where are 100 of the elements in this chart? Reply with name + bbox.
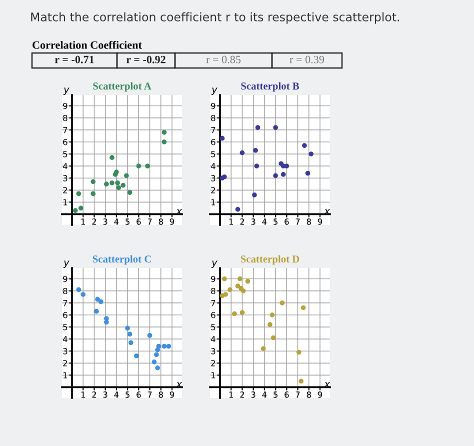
text: Correlation Coefficient	[32, 40, 142, 49]
y-tick-label: 8	[63, 288, 68, 294]
y-tick-label: 6	[63, 138, 68, 146]
point	[240, 150, 245, 156]
chart-title: Scatterplot A	[93, 82, 152, 92]
y-tick-label: 8	[211, 114, 216, 122]
y-tick-label: 9	[211, 276, 216, 282]
y-tick-label: 2	[63, 187, 67, 194]
y-tick-label: 8	[211, 288, 216, 294]
point	[302, 143, 307, 148]
y-tick-label: 6	[211, 138, 216, 146]
point	[128, 340, 134, 346]
y-tick-label: 3	[211, 348, 216, 354]
x-tick-label: 1	[229, 218, 233, 225]
point	[253, 148, 258, 153]
point	[280, 300, 285, 306]
x-tick-label: 8	[306, 391, 311, 398]
y-tick-label: 7	[63, 127, 68, 134]
point	[78, 206, 84, 211]
point	[152, 359, 157, 364]
point	[145, 164, 150, 168]
y-tick-label: 9	[63, 102, 68, 110]
point	[252, 192, 257, 198]
chart-title: Scatterplot D	[240, 255, 300, 265]
point	[240, 288, 246, 294]
point	[255, 125, 260, 130]
y-tick-label: 6	[63, 312, 68, 318]
point	[300, 305, 306, 310]
point	[238, 276, 242, 282]
point	[116, 185, 122, 190]
y-tick-label: 1	[211, 372, 216, 378]
point	[110, 180, 114, 186]
point	[273, 173, 278, 178]
point	[147, 333, 152, 338]
y-tick-label: 1	[63, 372, 68, 378]
text: r = 0.39	[290, 56, 324, 64]
point	[127, 190, 132, 195]
point	[155, 366, 160, 370]
x-tick-label: 1	[229, 392, 233, 398]
point	[240, 310, 245, 315]
point	[166, 344, 172, 349]
x-tick-label: 7	[296, 218, 300, 225]
point	[308, 152, 314, 156]
point	[223, 292, 228, 297]
point	[125, 326, 130, 331]
point	[127, 332, 132, 337]
point	[260, 346, 266, 352]
point	[76, 191, 82, 196]
point	[162, 344, 167, 349]
y-tick-label: 2	[211, 360, 215, 366]
point	[222, 174, 227, 180]
point	[222, 276, 227, 282]
y-tick-label: 7	[63, 300, 68, 306]
text: r = -0.71	[54, 56, 94, 64]
y-tick-label: 5	[63, 324, 68, 330]
point	[235, 284, 240, 288]
y-tick-label: 4	[210, 336, 216, 342]
point	[270, 312, 275, 318]
x-tick-label: 5	[126, 392, 130, 398]
x-tick-label: 6	[284, 218, 289, 225]
y-tick-label: 1	[211, 199, 216, 206]
x-tick-label: 2	[240, 218, 244, 225]
y-tick-label: 4	[62, 336, 68, 342]
y-axis-title: y	[211, 260, 218, 268]
point	[296, 350, 302, 355]
point	[90, 191, 96, 196]
y-tick-label: 6	[211, 312, 216, 318]
x-tick-label: 3	[251, 391, 256, 398]
point	[220, 136, 225, 141]
point	[273, 125, 278, 130]
point	[162, 130, 167, 135]
x-tick-label: 4	[114, 218, 119, 225]
y-tick-label: 5	[63, 151, 68, 158]
point	[228, 287, 232, 292]
point	[298, 378, 304, 384]
point	[104, 320, 109, 325]
point	[270, 335, 276, 340]
x-tick-label: 5	[274, 392, 278, 398]
y-axis-title: y	[211, 88, 218, 95]
y-tick-label: 3	[63, 348, 68, 354]
point	[124, 173, 129, 178]
x-tick-label: 4	[262, 392, 267, 398]
x-tick-label: 8	[306, 218, 311, 225]
y-tick-label: 9	[63, 276, 68, 282]
y-tick-label: 5	[211, 324, 216, 330]
y-axis-title: y	[63, 260, 70, 268]
x-tick-label: 9	[170, 218, 174, 225]
x-tick-label: 2	[92, 218, 96, 225]
point	[94, 308, 99, 314]
x-tick-label: 7	[148, 218, 152, 225]
y-tick-label: 4	[62, 163, 68, 170]
point	[134, 353, 139, 358]
y-axis-title: y	[63, 88, 70, 95]
y-tick-label: 9	[211, 102, 216, 110]
x-tick-label: 7	[296, 392, 300, 398]
x-tick-label: 8	[158, 218, 163, 225]
x-tick-label: 4	[114, 392, 119, 398]
point	[156, 344, 162, 349]
point	[76, 287, 82, 292]
x-tick-label: 3	[103, 218, 108, 225]
